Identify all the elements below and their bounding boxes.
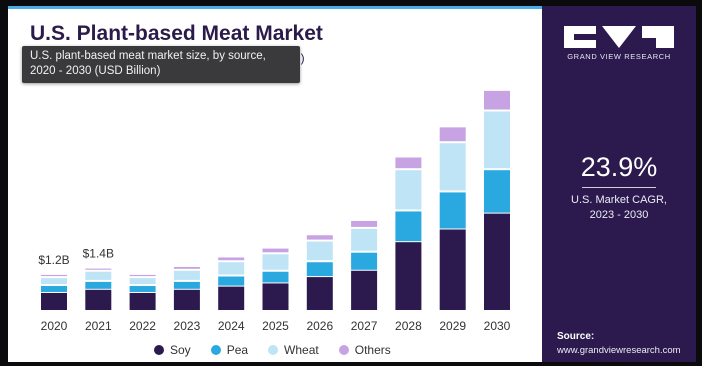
bar-soy-2027 [351, 270, 378, 310]
bar-others-2023 [173, 266, 200, 269]
bar-pea-2027 [351, 252, 378, 270]
legend-swatch-pea [210, 345, 221, 355]
bar-wheat-2021 [85, 271, 112, 280]
bar-pea-2021 [85, 281, 112, 289]
bar-pea-2023 [173, 281, 200, 289]
cagr-value: 23.9% [580, 152, 658, 182]
bar-pea-2030 [484, 170, 510, 213]
bar-pea-2028 [395, 211, 422, 242]
chart-card: U.S. Plant-based Meat Market n) 20202021… [8, 6, 696, 362]
tooltip-line-2: 2020 - 2030 (USD Billion) [30, 65, 161, 77]
legend-label-others: Others [354, 343, 391, 357]
bar-wheat-2023 [173, 270, 200, 280]
legend-label-pea: Pea [226, 343, 249, 357]
bar-wheat-2027 [351, 228, 378, 251]
bar-soy-2020 [41, 292, 67, 310]
bar-wheat-2028 [395, 170, 422, 210]
legend-item-others: Others [338, 343, 391, 357]
bar-others-2025 [262, 248, 289, 253]
bar-others-2021 [85, 268, 112, 270]
legend-swatch-others [338, 345, 349, 355]
bar-soy-2023 [173, 289, 200, 310]
bar-wheat-2020 [41, 278, 67, 285]
bar-wheat-2024 [218, 262, 245, 275]
x-tick-label-2024: 2024 [218, 319, 245, 333]
bar-others-2027 [351, 220, 378, 227]
bar-others-2028 [395, 157, 422, 169]
legend-label-soy: Soy [170, 343, 191, 357]
subtitle-tooltip: U.S. plant-based meat market size, by so… [22, 46, 300, 83]
bar-wheat-2029 [439, 143, 466, 191]
bar-soy-2025 [262, 283, 289, 310]
legend-label-wheat: Wheat [284, 343, 319, 357]
tooltip-line-1: U.S. plant-based meat market size, by so… [30, 50, 266, 62]
x-tick-label-2026: 2026 [306, 319, 333, 333]
bar-others-2029 [439, 127, 466, 142]
source-label: Source: [557, 331, 595, 342]
bar-others-2030 [484, 90, 510, 110]
bar-others-2024 [218, 257, 245, 261]
bar-pea-2026 [306, 262, 333, 277]
bar-wheat-2022 [129, 278, 156, 285]
x-tick-label-2027: 2027 [351, 319, 378, 333]
x-tick-label-2028: 2028 [395, 319, 422, 333]
legend-item-pea: Pea [210, 343, 249, 357]
bar-wheat-2026 [306, 241, 333, 261]
sidebar-panel: GRAND VIEW RESEARCH 23.9% U.S. Market CA… [542, 6, 696, 362]
bar-others-2020 [41, 274, 67, 277]
x-tick-label-2030: 2030 [484, 319, 511, 333]
bar-pea-2029 [439, 192, 466, 229]
chart-title: U.S. Plant-based Meat Market [30, 22, 323, 45]
bar-soy-2021 [85, 289, 112, 310]
bar-soy-2022 [129, 292, 156, 310]
cagr-label: U.S. Market CAGR, 2023 - 2030 [542, 193, 696, 223]
stacked-bar-chart: 2020 2021 2022 2023 2024 2025 2026 2027 2028 2029… [38, 90, 511, 333]
bar-soy-2029 [439, 229, 466, 310]
bar-pea-2022 [129, 286, 156, 292]
top-accent-bar [8, 6, 696, 9]
bar-soy-2030 [484, 213, 510, 310]
bar-others-2026 [306, 235, 333, 240]
x-tick-label-2020: 2020 [41, 319, 68, 333]
grand-view-research-logo [564, 26, 674, 48]
legend-item-soy: Soy [154, 343, 191, 357]
legend-swatch-soy [154, 345, 164, 355]
bar-soy-2028 [395, 242, 422, 310]
data-label-2020: $1.2B [38, 253, 69, 267]
x-tick-label-2021: 2021 [85, 319, 112, 333]
cagr-label-line-1: U.S. Market CAGR, [571, 194, 667, 206]
cagr-label-line-2: 2023 - 2030 [589, 209, 649, 221]
bar-wheat-2025 [262, 254, 289, 270]
chart-legend: Soy Pea Wheat Others [154, 343, 391, 357]
bar-others-2022 [129, 274, 156, 277]
bar-pea-2025 [262, 271, 289, 283]
bar-pea-2024 [218, 276, 245, 286]
brand-name: GRAND VIEW RESEARCH [567, 52, 671, 61]
bar-wheat-2030 [484, 111, 510, 169]
x-tick-label-2022: 2022 [129, 319, 156, 333]
legend-item-wheat: Wheat [268, 343, 319, 357]
x-tick-label-2029: 2029 [439, 319, 466, 333]
bar-soy-2024 [218, 286, 245, 310]
data-label-2021: $1.4B [83, 247, 114, 261]
legend-swatch-wheat [268, 345, 279, 355]
bar-pea-2020 [41, 286, 67, 292]
x-tick-label-2025: 2025 [262, 319, 289, 333]
source-url[interactable]: www.grandviewresearch.com [557, 345, 681, 356]
cagr-divider [582, 187, 656, 188]
bar-soy-2026 [306, 277, 333, 310]
x-tick-label-2023: 2023 [174, 319, 201, 333]
